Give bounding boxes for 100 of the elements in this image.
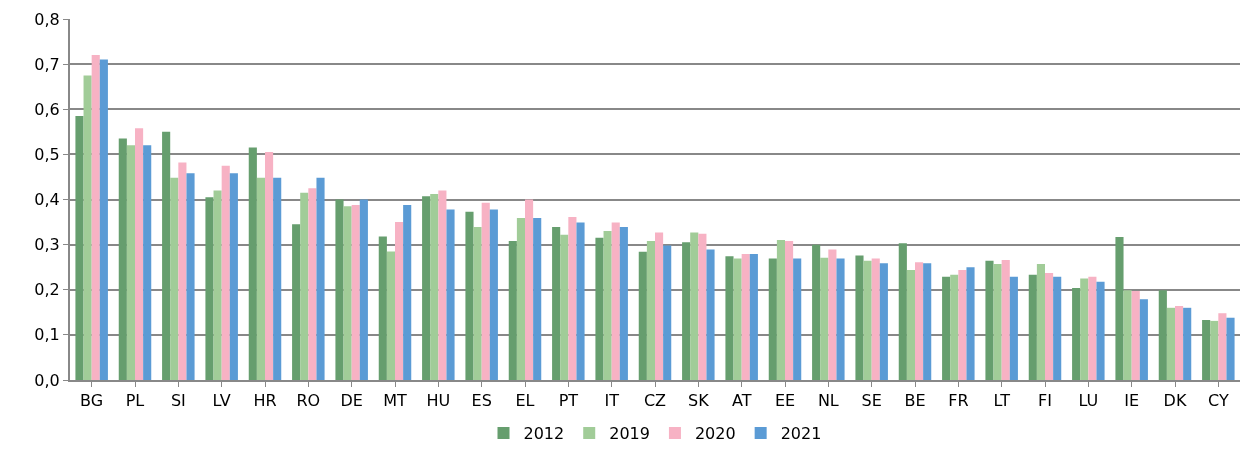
bar	[162, 131, 171, 380]
bar	[378, 236, 387, 380]
x-tick-label: RO	[296, 391, 321, 411]
bar	[1183, 307, 1192, 380]
bar	[265, 152, 274, 380]
bar	[1218, 313, 1227, 380]
bar	[83, 75, 92, 380]
bar	[300, 192, 309, 380]
bar	[273, 177, 282, 380]
bar	[465, 211, 474, 380]
bar	[871, 258, 880, 380]
bar	[950, 274, 959, 380]
x-tick-label: BG	[80, 391, 104, 411]
bar	[942, 276, 951, 380]
bar	[793, 258, 802, 380]
bar	[178, 162, 187, 380]
bar	[135, 128, 144, 380]
bar	[915, 262, 924, 380]
x-tick-label: SE	[861, 391, 882, 411]
bar	[993, 264, 1002, 380]
bar	[568, 217, 577, 380]
bar	[1158, 290, 1167, 380]
bar	[308, 188, 317, 380]
bar	[1053, 276, 1062, 380]
bar	[118, 138, 127, 380]
bar	[1009, 276, 1018, 380]
x-tick-label: BE	[904, 391, 926, 411]
x-tick-label: DE	[340, 391, 363, 411]
bar	[1210, 320, 1219, 380]
bar	[229, 173, 238, 380]
bar	[292, 224, 301, 380]
bar	[749, 254, 758, 380]
x-tick-label: AT	[731, 391, 752, 411]
y-tick-label: 0,5	[34, 144, 60, 164]
bar	[99, 59, 108, 380]
bar	[923, 263, 932, 380]
bar	[855, 255, 864, 380]
bar	[836, 258, 845, 380]
y-tick-label: 0,3	[34, 235, 60, 255]
bar	[619, 227, 628, 380]
bar	[698, 233, 707, 380]
bar	[489, 209, 498, 380]
bar	[1175, 306, 1184, 380]
x-tick-label: PL	[125, 391, 145, 411]
bar	[335, 199, 344, 380]
bar	[603, 231, 612, 380]
bar	[1045, 273, 1054, 380]
bar	[386, 251, 395, 380]
bar	[785, 241, 794, 380]
bar	[481, 202, 490, 380]
bar	[1080, 278, 1089, 380]
bar	[690, 232, 699, 380]
x-tick-label: FI	[1038, 391, 1052, 411]
bar	[906, 269, 915, 380]
bar	[508, 241, 517, 380]
x-tick-label: IT	[604, 391, 620, 411]
bar	[958, 269, 967, 380]
bar	[1226, 317, 1235, 380]
y-tick-label: 0,8	[34, 9, 60, 29]
y-tick-label: 0,1	[34, 325, 60, 345]
bar	[706, 249, 715, 380]
bar	[898, 243, 907, 380]
x-tick-label: CY	[1207, 391, 1229, 411]
bar	[646, 241, 655, 380]
x-tick-label: LT	[993, 391, 1011, 411]
bar	[221, 165, 230, 380]
bar	[533, 218, 542, 380]
legend-label: 2019	[609, 424, 650, 444]
x-tick-label: EE	[774, 391, 796, 411]
bar	[733, 258, 742, 380]
bar	[741, 254, 750, 380]
bar	[768, 258, 777, 380]
bar	[1001, 259, 1010, 380]
bar	[820, 257, 829, 380]
y-tick-label: 0,4	[34, 190, 60, 210]
bar	[75, 116, 84, 380]
bar	[205, 197, 214, 380]
bar	[525, 199, 534, 380]
bar	[655, 232, 664, 380]
legend-label: 2020	[694, 424, 736, 444]
bar	[422, 196, 431, 380]
x-tick-label: SK	[688, 391, 710, 411]
bar	[966, 267, 975, 380]
bar	[1166, 307, 1175, 380]
bar	[863, 260, 872, 380]
x-tick-label: CZ	[643, 391, 667, 411]
bar	[248, 147, 257, 380]
bar	[1131, 291, 1140, 380]
bar	[316, 177, 325, 380]
x-tick-label: LU	[1078, 391, 1099, 411]
bar	[879, 263, 888, 380]
bar	[343, 206, 352, 380]
bar	[446, 209, 455, 380]
x-tick-label: FR	[948, 391, 969, 411]
bar	[828, 249, 837, 380]
bar	[256, 177, 265, 380]
bar	[725, 256, 734, 380]
x-tick-label: PT	[558, 391, 579, 411]
bar	[682, 242, 691, 380]
bar	[403, 204, 412, 380]
